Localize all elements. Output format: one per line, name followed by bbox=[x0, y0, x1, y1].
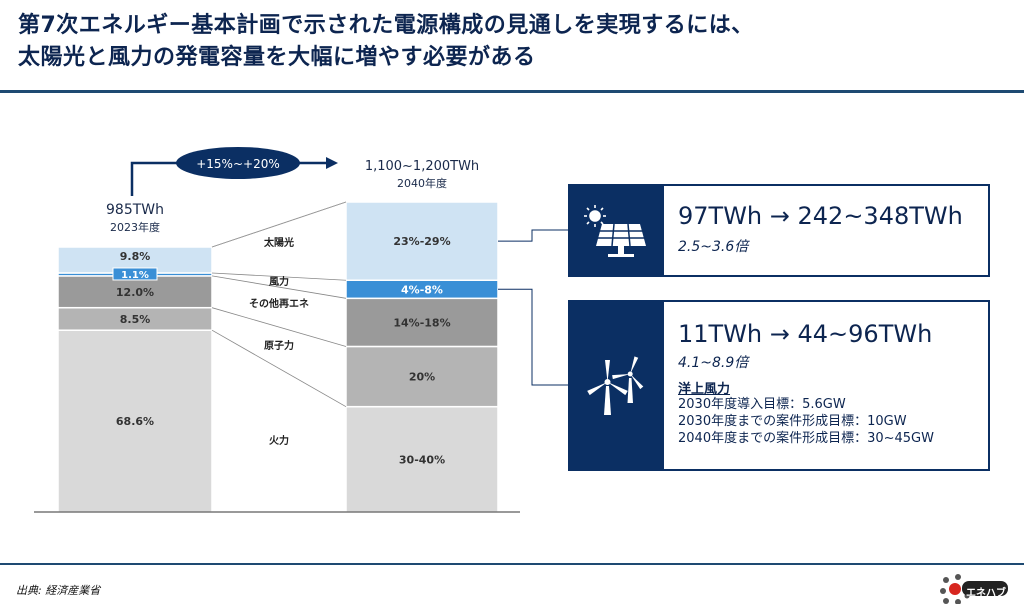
data-label-2023-thermal: 68.6% bbox=[116, 415, 154, 428]
logo-label: エネハブ bbox=[966, 588, 1006, 599]
growth-badge-label: +15%~+20% bbox=[196, 157, 280, 171]
data-label-2023-other-renewable: 12.0% bbox=[116, 286, 154, 299]
offshore-target-2: 2030年度までの案件形成目標：10GW bbox=[678, 414, 907, 429]
series-label-thermal: 火力 bbox=[269, 434, 289, 447]
bottom-divider bbox=[0, 563, 1024, 565]
year-2023: 2023年度 bbox=[110, 220, 160, 234]
data-label-2040-solar: 23%-29% bbox=[393, 235, 450, 248]
data-label-2023-wind: 1.1% bbox=[121, 270, 149, 281]
connector-line bbox=[211, 307, 347, 347]
series-label-other-renewable: その他再エネ bbox=[249, 297, 309, 310]
data-label-2040-thermal: 30-40% bbox=[399, 453, 445, 466]
wind-leader-line bbox=[498, 288, 568, 386]
title-line-1: 第7次エネルギー基本計画で示された電源構成の見通しを実現するには、 bbox=[18, 13, 754, 38]
wind-icon-box bbox=[570, 302, 664, 469]
total-2040: 1,100~1,200TWh bbox=[365, 159, 479, 174]
wind-generation-change: 11TWh → 44~96TWh bbox=[678, 320, 933, 348]
enehub-logo-icon bbox=[940, 574, 1008, 604]
series-label-solar: 太陽光 bbox=[263, 236, 294, 249]
page-title: 第7次エネルギー基本計画で示された電源構成の見通しを実現するには、 太陽光と風力… bbox=[18, 10, 1008, 74]
wind-2023-label-box bbox=[112, 267, 158, 281]
data-label-2040-wind: 4%-8% bbox=[401, 283, 443, 296]
data-label-2040-nuclear: 20% bbox=[409, 371, 435, 384]
offshore-wind-heading: 洋上風力 bbox=[678, 382, 731, 397]
total-2023: 985TWh bbox=[106, 202, 164, 218]
solar-card: 97TWh → 242~348TWh 2.5~3.6倍 bbox=[568, 184, 990, 277]
offshore-target-1: 2030年度導入目標：5.6GW bbox=[678, 397, 846, 412]
bar-1-nuclear bbox=[345, 345, 499, 408]
connector-line bbox=[211, 275, 347, 299]
series-label-nuclear: 原子力 bbox=[264, 339, 294, 352]
data-label-2023-nuclear: 8.5% bbox=[120, 313, 151, 326]
wind-card: 11TWh → 44~96TWh 4.1~8.9倍 洋上風力 2030年度導入目… bbox=[568, 300, 990, 471]
connector-line bbox=[211, 329, 347, 408]
solar-leader-line bbox=[498, 229, 568, 242]
growth-arrow-head bbox=[326, 157, 338, 169]
source-note: 出典: 経済産業省 bbox=[16, 584, 101, 597]
guide-line-top bbox=[211, 201, 347, 248]
solar-panel-icon bbox=[584, 205, 646, 257]
bar-1-thermal bbox=[345, 405, 499, 513]
year-2040: 2040年度 bbox=[397, 176, 447, 190]
data-label-2023-solar: 9.8% bbox=[120, 250, 151, 263]
data-label-2040-other-renewable: 14%-18% bbox=[393, 316, 450, 329]
title-line-2: 太陽光と風力の発電容量を大幅に増やす必要がある bbox=[18, 45, 536, 70]
connector-line bbox=[211, 272, 347, 281]
solar-icon-box bbox=[570, 186, 664, 275]
series-label-wind: 風力 bbox=[269, 275, 289, 288]
solar-generation-change: 97TWh → 242~348TWh bbox=[678, 202, 963, 230]
wind-turbine-icon bbox=[587, 356, 644, 415]
offshore-target-3: 2040年度までの案件形成目標：30~45GW bbox=[678, 431, 934, 446]
wind-growth-multiple: 4.1~8.9倍 bbox=[678, 355, 749, 371]
growth-badge bbox=[176, 147, 300, 179]
solar-growth-multiple: 2.5~3.6倍 bbox=[678, 239, 749, 255]
bar-1-solar bbox=[345, 201, 499, 282]
top-divider bbox=[0, 90, 1024, 93]
